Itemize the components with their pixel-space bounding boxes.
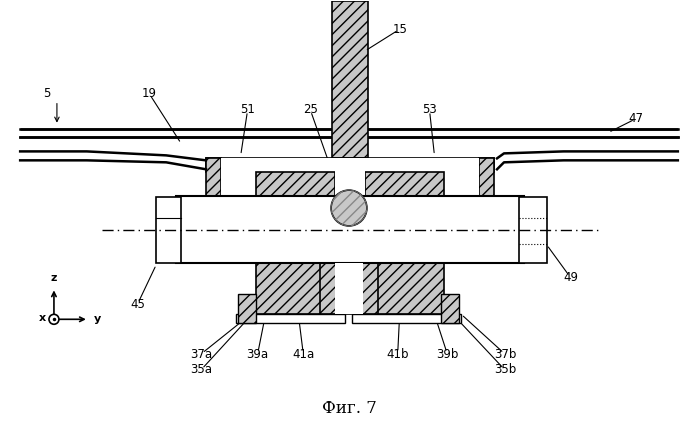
Text: Фиг. 7: Фиг. 7 [322, 400, 376, 417]
Text: 19: 19 [142, 87, 157, 100]
Bar [365, 263, 445, 314]
Circle shape [49, 314, 59, 324]
Text: x: x [39, 313, 46, 323]
Text: 39a: 39a [246, 348, 269, 360]
Bar [255, 263, 335, 314]
Polygon shape [20, 128, 678, 138]
Bar [519, 197, 547, 263]
Bar [365, 172, 445, 224]
Bar [320, 263, 378, 314]
Bar [332, 1, 368, 159]
Circle shape [331, 190, 367, 226]
Bar [191, 240, 221, 248]
Text: 35a: 35a [190, 363, 212, 377]
Text: 45: 45 [130, 298, 144, 311]
Bar [335, 159, 365, 224]
Bar [206, 159, 494, 172]
Text: 37a: 37a [190, 348, 212, 360]
Bar [255, 172, 335, 224]
Bar [206, 159, 221, 248]
Text: 39b: 39b [436, 348, 459, 360]
Bar [156, 197, 181, 263]
Bar [238, 295, 255, 323]
Bar [335, 263, 363, 314]
Bar [479, 159, 494, 248]
Text: 5: 5 [43, 87, 51, 100]
Text: 37b: 37b [493, 348, 516, 360]
Text: z: z [51, 272, 57, 283]
Text: 53: 53 [422, 103, 437, 116]
Text: 47: 47 [629, 112, 644, 125]
Text: 25: 25 [303, 103, 318, 116]
Bar [441, 295, 459, 323]
Text: 41a: 41a [292, 348, 314, 360]
Text: 41b: 41b [387, 348, 409, 360]
Text: 51: 51 [240, 103, 255, 116]
Text: 43: 43 [355, 294, 369, 307]
Text: 49: 49 [563, 271, 578, 284]
Bar [236, 314, 345, 323]
Bar [176, 196, 524, 263]
Text: 35b: 35b [494, 363, 516, 377]
Bar [352, 314, 461, 323]
Bar [221, 159, 479, 240]
Text: y: y [94, 314, 101, 324]
Bar [479, 240, 509, 248]
Text: 15: 15 [392, 23, 407, 36]
